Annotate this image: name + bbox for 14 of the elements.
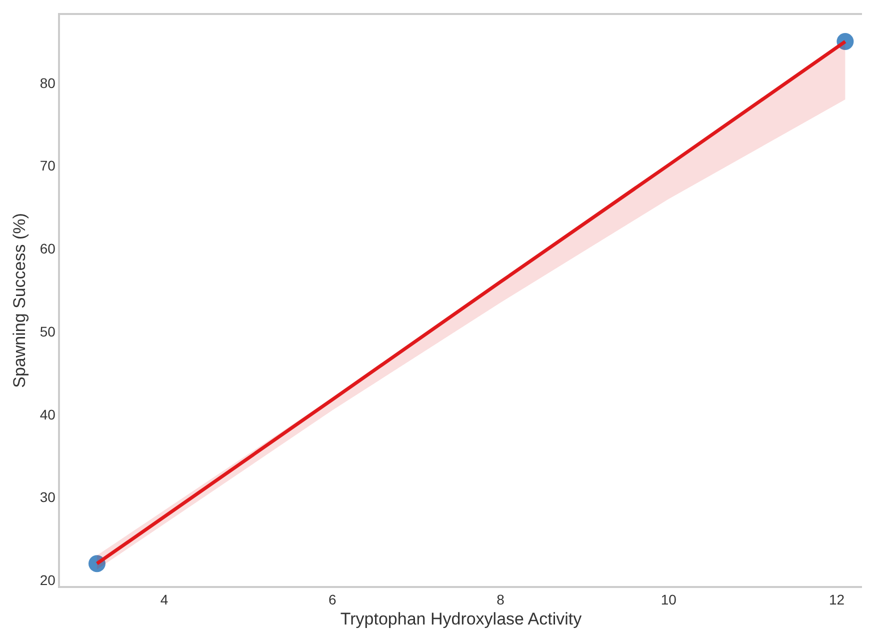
- y-tick-label: 40: [40, 406, 56, 422]
- x-tick-label: 12: [828, 592, 845, 608]
- y-tick-label: 80: [40, 74, 56, 91]
- x-axis-title: Tryptophan Hydroxylase Activity: [340, 609, 582, 628]
- y-tick-label: 50: [40, 323, 56, 340]
- y-tick-label: 70: [40, 158, 56, 174]
- x-tick-label: 6: [328, 592, 336, 608]
- y-tick-label: 20: [40, 572, 56, 588]
- y-tick-label: 30: [40, 489, 56, 506]
- x-tick-label: 8: [496, 592, 505, 608]
- x-tick-label: 4: [160, 592, 168, 608]
- y-tick-label: 60: [40, 240, 56, 257]
- x-tick-label: 10: [660, 592, 677, 608]
- y-axis-title: Spawning Success (%): [10, 213, 29, 388]
